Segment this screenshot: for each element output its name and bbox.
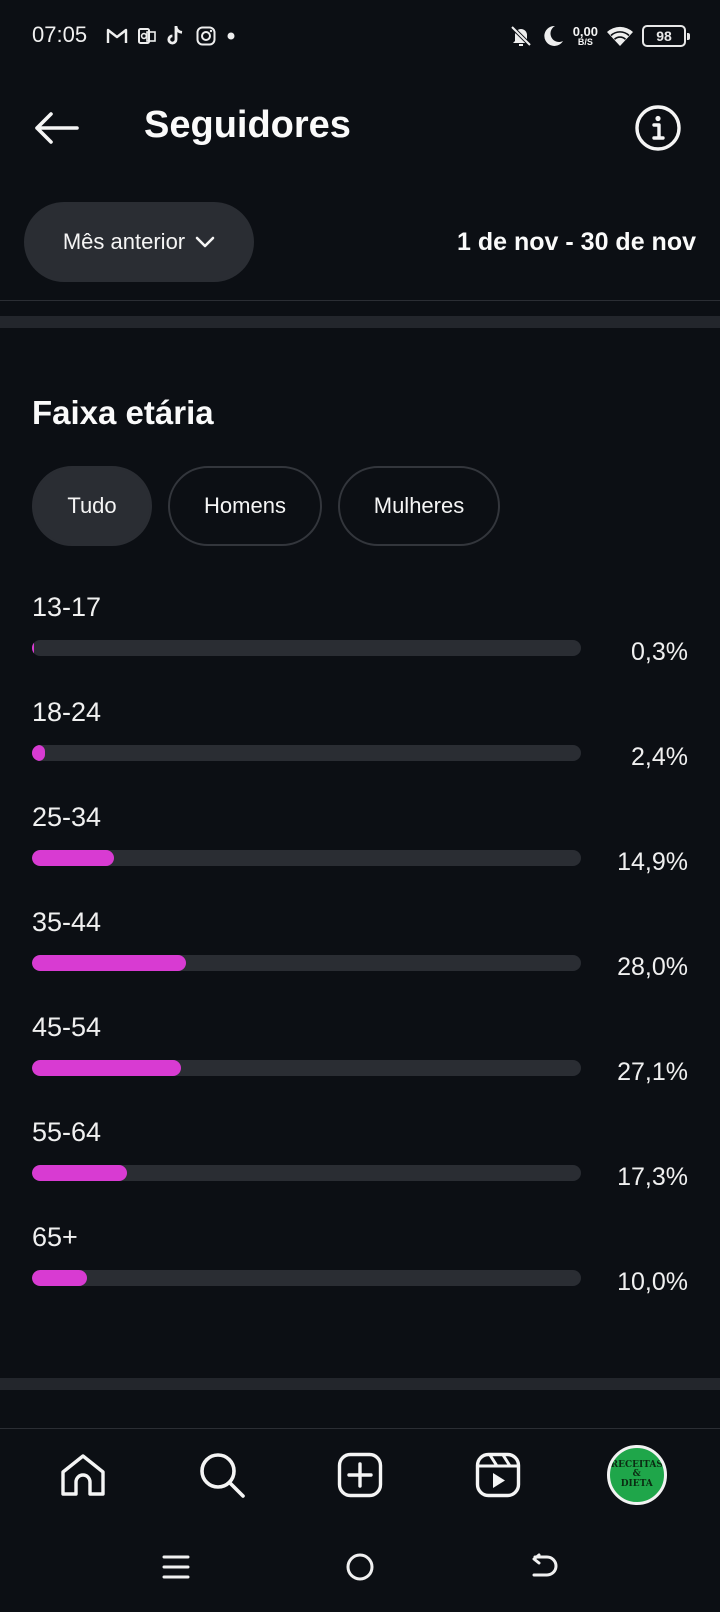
status-bar: 07:05 0,00 B/S 98 (0, 0, 720, 72)
age-bar-fill (32, 640, 34, 656)
age-bar-track (32, 850, 581, 866)
filter-all-chip[interactable]: Tudo (32, 466, 152, 546)
notification-icons (106, 22, 236, 50)
nav-home[interactable] (47, 1439, 119, 1511)
age-label: 45-54 (32, 1012, 102, 1042)
filter-women-chip[interactable]: Mulheres (338, 466, 500, 546)
outlook-icon (138, 28, 156, 44)
back-gesture-icon (532, 1553, 558, 1577)
age-distribution-list: 13-17 0,3% 18-24 2,4% 25-34 14,9% 35-44 … (32, 588, 688, 1323)
age-label: 65+ (32, 1222, 78, 1252)
section-divider (0, 1378, 720, 1390)
age-percent: 10,0% (617, 1268, 688, 1296)
gmail-icon (106, 28, 128, 43)
period-selector-label: Mês anterior (62, 229, 186, 254)
gender-filter-tabs: Tudo Homens Mulheres (32, 466, 500, 546)
age-percent: 28,0% (617, 953, 688, 981)
age-label: 18-24 (32, 697, 102, 727)
age-bar-track (32, 955, 581, 971)
nav-reels[interactable] (462, 1439, 534, 1511)
arrow-left-icon (35, 112, 79, 144)
net-speed-unit: B/S (577, 37, 593, 47)
nav-profile[interactable]: RECEITAS & DIETA (601, 1439, 673, 1511)
header: Seguidores (0, 90, 720, 170)
nav-search[interactable] (186, 1439, 258, 1511)
info-icon (635, 105, 681, 151)
dot-icon (227, 32, 235, 40)
divider-line (0, 300, 720, 301)
age-bar-fill (32, 1165, 127, 1181)
info-button[interactable] (632, 102, 684, 154)
age-row-35-44: 35-44 28,0% (32, 903, 688, 1008)
system-navigation-bar (0, 1522, 720, 1612)
home-icon (61, 1454, 105, 1496)
age-row-55-64: 55-64 17,3% (32, 1113, 688, 1218)
system-status-icons: 0,00 B/S 98 (509, 20, 690, 52)
back-button[interactable] (30, 102, 82, 154)
age-label: 55-64 (32, 1117, 102, 1147)
bottom-nav: RECEITAS & DIETA (0, 1430, 720, 1520)
chevron-down-icon (195, 236, 215, 248)
avatar-text: & (632, 1469, 641, 1480)
age-bar-fill (32, 745, 46, 761)
moon-icon (544, 25, 563, 46)
wifi-icon (607, 26, 633, 46)
age-percent: 17,3% (617, 1163, 688, 1191)
home-circle-icon (346, 1553, 374, 1581)
age-label: 25-34 (32, 802, 102, 832)
age-bar-track (32, 1270, 581, 1286)
create-icon (337, 1452, 383, 1498)
search-icon (199, 1453, 245, 1498)
age-bar-fill (32, 955, 186, 971)
battery-level: 98 (656, 28, 672, 44)
age-row-18-24: 18-24 2,4% (32, 693, 688, 798)
recent-apps-button[interactable] (154, 1545, 198, 1589)
age-row-25-34: 25-34 14,9% (32, 798, 688, 903)
status-time: 07:05 (32, 22, 88, 47)
age-percent: 14,9% (617, 848, 688, 876)
age-bar-fill (32, 1060, 181, 1076)
page-title: Seguidores (144, 104, 351, 146)
age-section-title: Faixa etária (32, 394, 214, 431)
age-percent: 0,3% (631, 638, 688, 666)
nav-create[interactable] (324, 1439, 396, 1511)
reels-icon (476, 1452, 521, 1498)
section-divider (0, 316, 720, 328)
back-system-button[interactable] (522, 1545, 566, 1589)
filter-men-chip[interactable]: Homens (168, 466, 322, 546)
divider-line (0, 1428, 720, 1429)
bell-muted-icon (510, 25, 532, 47)
age-bar-fill (32, 1270, 87, 1286)
age-row-65-plus: 65+ 10,0% (32, 1218, 688, 1323)
age-label: 13-17 (32, 592, 102, 622)
avatar-text: DIETA (620, 1478, 653, 1489)
instagram-icon (196, 26, 216, 46)
age-bar-track (32, 640, 581, 656)
date-range: 1 de nov - 30 de nov (457, 228, 696, 256)
menu-icon (162, 1555, 190, 1579)
age-percent: 2,4% (631, 743, 688, 771)
avatar-text: RECEITAS (610, 1459, 663, 1470)
network-speed: 0,00 B/S (573, 25, 598, 47)
age-bar-fill (32, 850, 114, 866)
age-row-13-17: 13-17 0,3% (32, 588, 688, 693)
period-selector[interactable]: Mês anterior (24, 202, 254, 282)
profile-avatar: RECEITAS & DIETA (606, 1445, 667, 1505)
battery-indicator: 98 (642, 25, 690, 47)
age-row-45-54: 45-54 27,1% (32, 1008, 688, 1113)
age-bar-track (32, 1060, 581, 1076)
age-bar-track (32, 745, 581, 761)
tiktok-icon (167, 26, 183, 45)
net-speed-value: 0,00 (572, 24, 598, 39)
age-percent: 27,1% (617, 1058, 688, 1086)
age-bar-track (32, 1165, 581, 1181)
home-system-button[interactable] (338, 1545, 382, 1589)
age-label: 35-44 (32, 907, 102, 937)
